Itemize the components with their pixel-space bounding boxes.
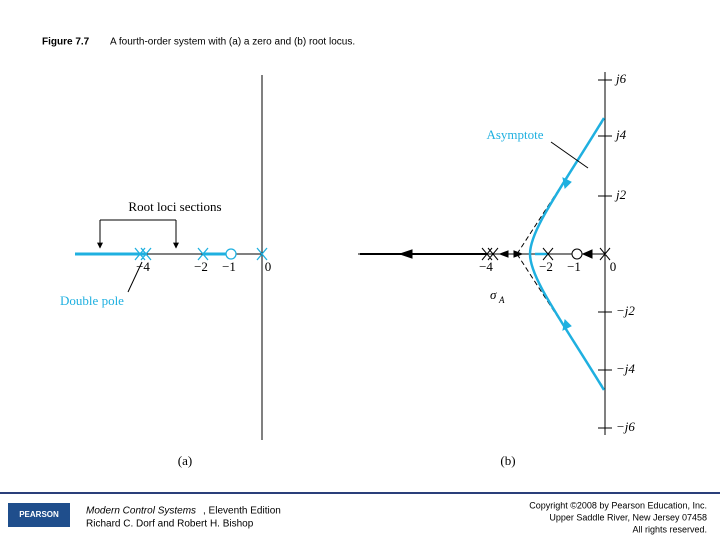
copyright: Upper Saddle River, New Jersey 07458: [549, 512, 707, 522]
real-tick-label: −2: [539, 259, 553, 274]
edition: , Eleventh Edition: [203, 506, 281, 517]
sections-label: Root loci sections: [128, 199, 221, 214]
figure-number: Figure 7.7: [42, 37, 90, 48]
real-tick-label: −4: [479, 259, 493, 274]
imag-tick-label: j2: [614, 187, 627, 202]
logo: PEARSON: [19, 510, 59, 519]
real-tick-label: −1: [222, 259, 236, 274]
imag-tick-label: −j6: [616, 419, 635, 434]
authors: Richard C. Dorf and Robert H. Bishop: [86, 519, 254, 530]
sigma-label: σ: [490, 287, 497, 302]
real-tick-label: −2: [194, 259, 208, 274]
imag-tick-label: j6: [614, 71, 627, 86]
copyright: Copyright ©2008 by Pearson Education, In…: [529, 500, 707, 510]
book-title: Modern Control Systems: [86, 506, 196, 517]
real-tick-label: −1: [567, 259, 581, 274]
caption-a: (a): [178, 453, 192, 468]
logo-box: [8, 503, 70, 527]
asymptote-label: Asymptote: [486, 127, 543, 142]
figure-caption: A fourth-order system with (a) a zero an…: [110, 37, 355, 48]
panel-a: [75, 75, 268, 440]
imag-tick-label: −j2: [616, 303, 635, 318]
real-tick-label: −4: [136, 259, 150, 274]
real-tick-label: 0: [265, 259, 272, 274]
imag-tick-label: −j4: [616, 361, 635, 376]
sigma-subscript: A: [498, 295, 505, 305]
panel-b: [358, 72, 612, 435]
double-pole-label: Double pole: [60, 293, 124, 308]
real-tick-label: 0: [610, 259, 617, 274]
caption-b: (b): [500, 453, 515, 468]
imag-tick-label: j4: [614, 127, 627, 142]
copyright: All rights reserved.: [632, 524, 707, 534]
